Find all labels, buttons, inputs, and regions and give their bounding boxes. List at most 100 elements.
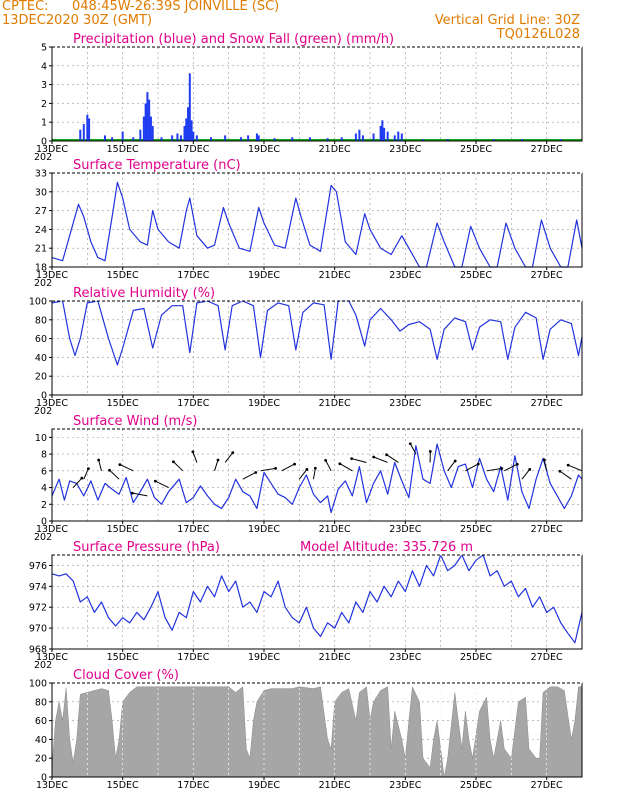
- x-tick-label: 23DEC: [389, 398, 421, 409]
- x-tick-label: 27DEC: [531, 652, 563, 663]
- panel-pressure: [49, 554, 583, 652]
- y-tick-label: 976: [29, 561, 47, 572]
- x-tick-label: 15DEC: [107, 780, 139, 791]
- precip-bar: [422, 139, 424, 141]
- y-tick-label: 3: [41, 80, 47, 91]
- precip-bar: [187, 107, 190, 141]
- x-tick-label: 13DEC: [36, 270, 68, 281]
- wind-arrow: [298, 469, 308, 480]
- y-tick-label: 30: [35, 187, 47, 198]
- rh-line: [51, 300, 583, 366]
- cloud-title: Cloud Cover (%): [73, 668, 179, 683]
- x-tick-label: 23DEC: [389, 270, 421, 281]
- temp-title: Surface Temperature (nC): [73, 158, 241, 173]
- wind-arrow: [98, 459, 102, 471]
- y-tick-label: 20: [35, 754, 47, 765]
- precip-bar: [210, 137, 212, 141]
- y-tick-label: 968: [29, 645, 47, 656]
- panel-frame: [51, 172, 583, 268]
- panel-precip: [49, 46, 583, 144]
- wind-arrow-head: [216, 458, 220, 462]
- x-tick-label: 15DEC: [107, 270, 139, 281]
- wind-arrow: [119, 464, 134, 472]
- y-tick-label: 974: [29, 582, 47, 593]
- x-tick-label: 15DEC: [107, 524, 139, 535]
- precip-bar: [381, 120, 384, 141]
- y-tick-label: 24: [35, 225, 47, 236]
- x-tick-label: 25DEC: [460, 524, 492, 535]
- x-tick-label: 13DEC: [36, 398, 68, 409]
- precip-bar: [379, 125, 382, 141]
- precip-bar: [146, 92, 149, 141]
- x-tick-label: 13DEC: [36, 780, 68, 791]
- y-tick-label: 18: [35, 263, 47, 274]
- wind-arrow-head: [153, 479, 157, 483]
- wind-arrow: [312, 468, 316, 480]
- precip-bar: [190, 120, 193, 141]
- precip-bar: [148, 99, 151, 141]
- y-tick-label: 0: [41, 391, 47, 402]
- y-tick-label: 5: [41, 43, 47, 54]
- precip-bar: [195, 135, 198, 141]
- wind-arrow-head: [305, 467, 309, 471]
- y-tick-label: 33: [35, 169, 47, 180]
- y-tick-label: 10: [35, 433, 47, 444]
- x-tick-label: 25DEC: [460, 780, 492, 791]
- precip-bar: [132, 137, 135, 141]
- precip-bar: [326, 138, 329, 141]
- y-tick-label: 970: [29, 624, 47, 635]
- y-tick-label: 20: [35, 372, 47, 383]
- wind-arrow: [409, 443, 417, 455]
- wind-arrow: [521, 469, 531, 480]
- x-tick-label: 27DEC: [531, 398, 563, 409]
- precip-bar: [121, 131, 124, 141]
- precip-bar: [171, 135, 174, 141]
- x-tick-label: 25DEC: [460, 398, 492, 409]
- x-tick-label: 21DEC: [319, 780, 351, 791]
- x-tick-label: 19DEC: [248, 270, 280, 281]
- temp-line: [51, 181, 583, 268]
- wind-arrow: [486, 467, 502, 472]
- precip-bar: [185, 118, 188, 141]
- wind-arrow-head: [385, 453, 388, 457]
- wind-arrow-head: [108, 468, 111, 472]
- wind-arrow-head: [313, 466, 317, 470]
- wind-arrow-head: [500, 467, 504, 470]
- precip-bar: [559, 139, 562, 141]
- panel-frame: [51, 46, 583, 142]
- wind-arrow: [568, 464, 583, 472]
- precip-bar: [139, 129, 142, 141]
- x-tick-label: 19DEC: [248, 144, 280, 155]
- wind-arrow-head: [254, 471, 258, 474]
- wind-arrow-head: [428, 450, 432, 453]
- x-tick-label: 21DEC: [319, 524, 351, 535]
- x-tick-label: 17DEC: [177, 652, 209, 663]
- precip-bar: [400, 133, 403, 141]
- precip-bar: [192, 131, 195, 141]
- header-date: 13DEC2020 30Z (GMT): [2, 13, 153, 28]
- wind-arrow-head: [350, 457, 354, 461]
- y-tick-label: 21: [35, 244, 47, 255]
- precip-bar: [224, 135, 227, 141]
- y-tick-label: 0: [41, 137, 47, 148]
- precip-bar: [179, 135, 182, 141]
- header-source: CPTEC:: [2, 0, 49, 14]
- precip-bar: [340, 137, 343, 141]
- panel-temp: [49, 172, 583, 270]
- precip-bar: [520, 139, 523, 141]
- y-tick-label: 60: [35, 334, 47, 345]
- precip-bar: [160, 137, 163, 141]
- precip-bar: [291, 137, 294, 141]
- wind-arrow: [281, 463, 295, 472]
- precip-bar: [361, 135, 364, 141]
- cloud-cover-area: [51, 685, 583, 778]
- wind-arrow: [559, 470, 572, 480]
- wind-arrow: [132, 492, 148, 497]
- precip-bar: [247, 135, 250, 141]
- wind-arrow: [109, 469, 120, 480]
- wind-arrow-head: [372, 455, 376, 459]
- wind-arrow-head: [87, 467, 90, 471]
- precip-bar: [88, 118, 91, 141]
- y-tick-label: 0: [41, 773, 47, 784]
- x-tick-label: 17DEC: [177, 398, 209, 409]
